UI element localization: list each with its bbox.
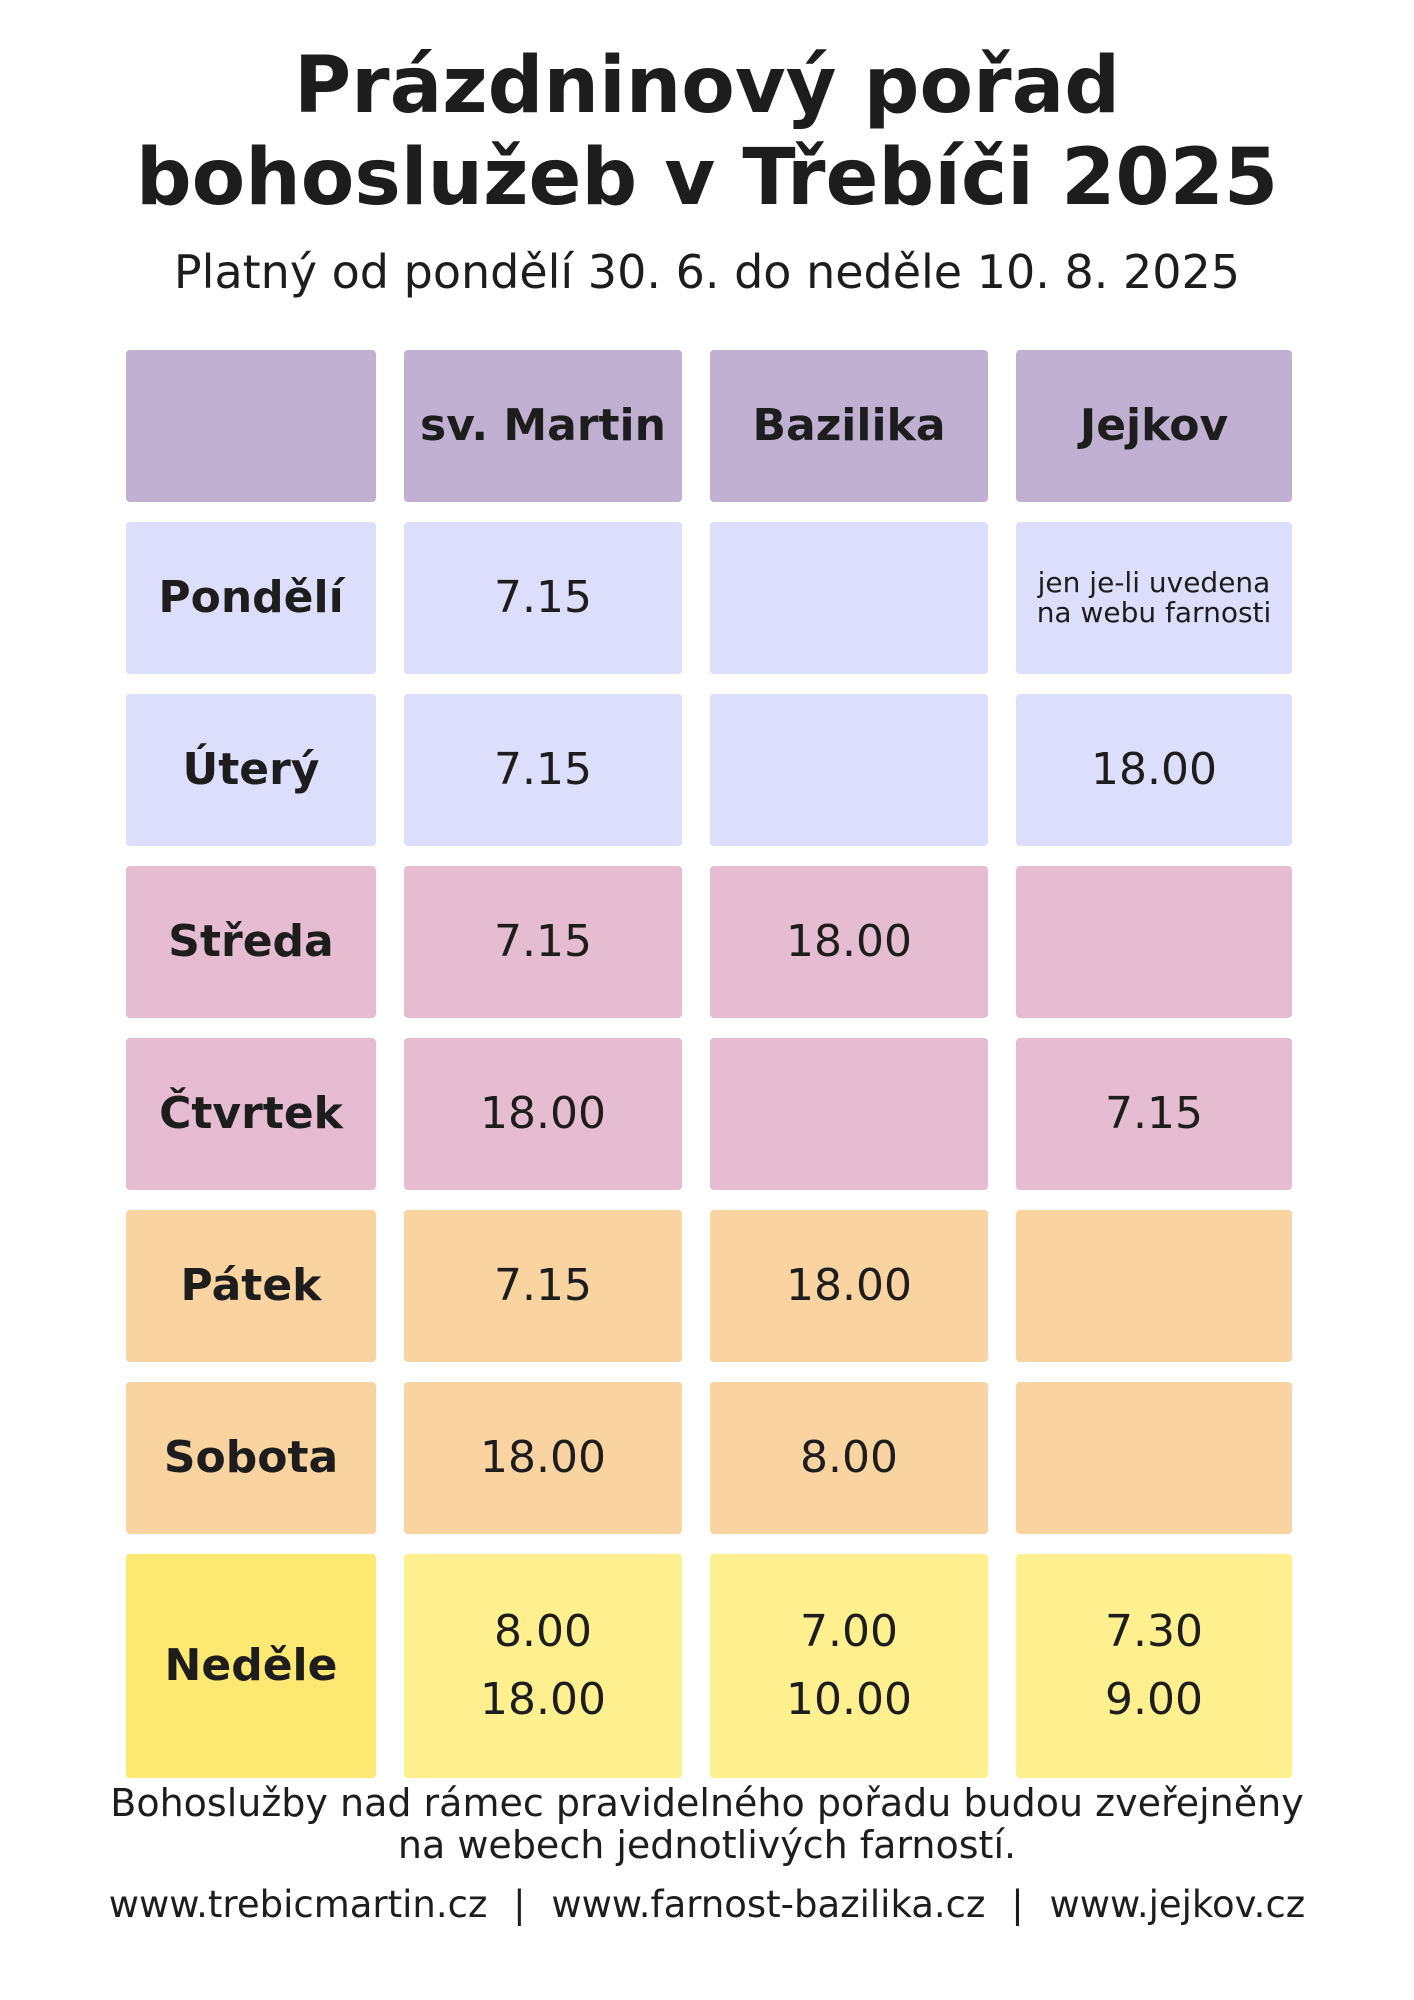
cell-nedele-martin: 8.00 18.00	[404, 1554, 682, 1778]
cell-patek-jejkov	[1016, 1210, 1292, 1362]
footer-note-line-2: na webech jednotlivých farností.	[397, 1823, 1017, 1867]
day-label-patek: Pátek	[126, 1210, 376, 1362]
cell-streda-martin: 7.15	[404, 866, 682, 1018]
nedele-martin-time-2: 18.00	[480, 1674, 606, 1725]
cell-patek-bazilika: 18.00	[710, 1210, 988, 1362]
link-separator: |	[513, 1883, 526, 1926]
nedele-bazilika-time-1: 7.00	[800, 1606, 898, 1657]
day-label-pondeli: Pondělí	[126, 522, 376, 674]
link-farnost-bazilika[interactable]: www.farnost-bazilika.cz	[551, 1883, 986, 1926]
jejkov-note-line-1: jen je-li uvedena	[1037, 566, 1271, 599]
nedele-jejkov-time-1: 7.30	[1105, 1606, 1203, 1657]
cell-pondeli-martin: 7.15	[404, 522, 682, 674]
schedule-table: sv. Martin Bazilika Jejkov Pondělí 7.15 …	[126, 350, 1292, 1778]
cell-streda-jejkov	[1016, 866, 1292, 1018]
day-label-ctvrtek: Čtvrtek	[126, 1038, 376, 1190]
cell-streda-bazilika: 18.00	[710, 866, 988, 1018]
page-title: Prázdninový pořad bohoslužeb v Třebíči 2…	[0, 40, 1414, 224]
validity-subtitle: Platný od pondělí 30. 6. do neděle 10. 8…	[173, 245, 1241, 299]
cell-pondeli-jejkov: jen je-li uvedena na webu farnosti	[1016, 522, 1292, 674]
title-line-1: Prázdninový pořad	[293, 41, 1121, 131]
cell-nedele-bazilika: 7.00 10.00	[710, 1554, 988, 1778]
cell-ctvrtek-bazilika	[710, 1038, 988, 1190]
nedele-martin-time-1: 8.00	[494, 1606, 592, 1657]
footer-links: www.trebicmartin.cz | www.farnost-bazili…	[0, 1880, 1414, 1930]
cell-sobota-jejkov	[1016, 1382, 1292, 1534]
nedele-bazilika-time-2: 10.00	[786, 1674, 912, 1725]
cell-ctvrtek-martin: 18.00	[404, 1038, 682, 1190]
header-jejkov: Jejkov	[1016, 350, 1292, 502]
day-label-utery: Úterý	[126, 694, 376, 846]
cell-pondeli-bazilika	[710, 522, 988, 674]
cell-sobota-bazilika: 8.00	[710, 1382, 988, 1534]
jejkov-note-line-2: na webu farnosti	[1036, 596, 1272, 629]
title-line-2: bohoslužeb v Třebíči 2025	[135, 133, 1279, 223]
cell-utery-martin: 7.15	[404, 694, 682, 846]
nedele-jejkov-time-2: 9.00	[1105, 1674, 1203, 1725]
footer-note-line-1: Bohoslužby nad rámec pravidelného pořadu…	[110, 1781, 1304, 1825]
header-corner-cell	[126, 350, 376, 502]
link-jejkov[interactable]: www.jejkov.cz	[1049, 1883, 1306, 1926]
link-trebicmartin[interactable]: www.trebicmartin.cz	[108, 1883, 488, 1926]
cell-utery-jejkov: 18.00	[1016, 694, 1292, 846]
header-bazilika: Bazilika	[710, 350, 988, 502]
cell-patek-martin: 7.15	[404, 1210, 682, 1362]
cell-nedele-jejkov: 7.30 9.00	[1016, 1554, 1292, 1778]
link-separator: |	[1011, 1883, 1024, 1926]
header-sv-martin: sv. Martin	[404, 350, 682, 502]
day-label-streda: Středa	[126, 866, 376, 1018]
day-label-sobota: Sobota	[126, 1382, 376, 1534]
cell-sobota-martin: 18.00	[404, 1382, 682, 1534]
footer-note: Bohoslužby nad rámec pravidelného pořadu…	[0, 1782, 1414, 1866]
day-label-nedele: Neděle	[126, 1554, 376, 1778]
cell-ctvrtek-jejkov: 7.15	[1016, 1038, 1292, 1190]
cell-utery-bazilika	[710, 694, 988, 846]
